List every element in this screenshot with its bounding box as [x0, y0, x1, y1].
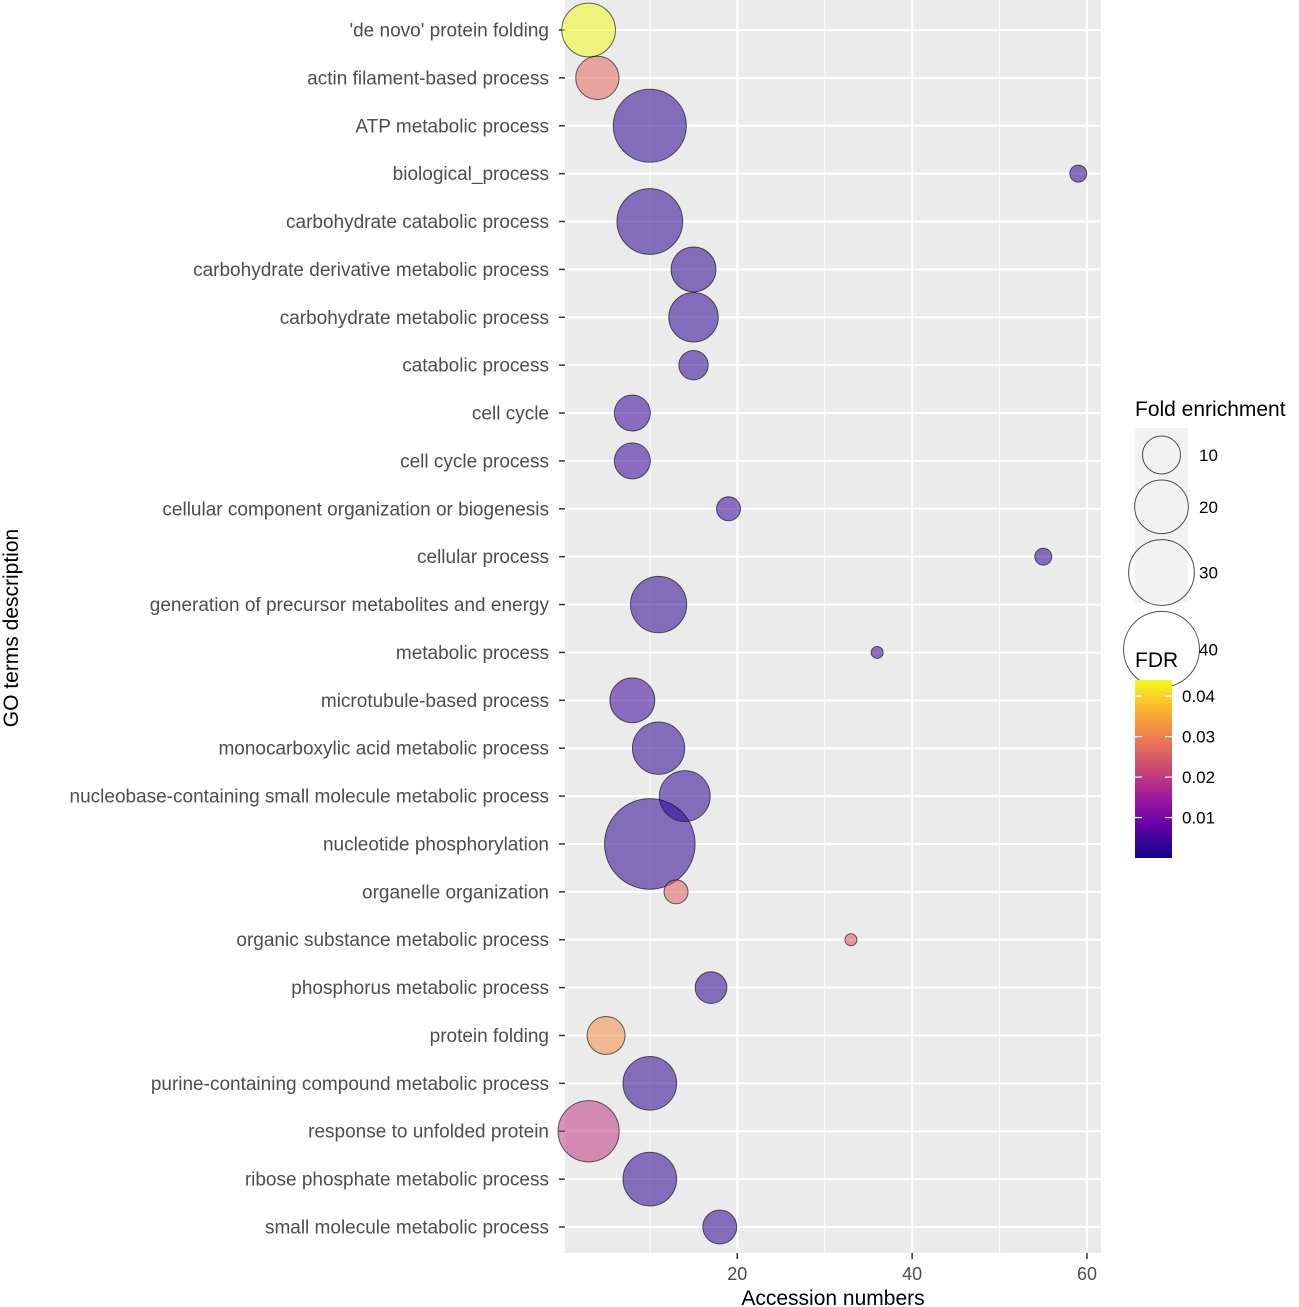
- data-point: [613, 394, 651, 432]
- colorbar-label: 0.02: [1182, 768, 1215, 787]
- size-legend-circle: [1128, 539, 1195, 606]
- y-tick-label: catabolic process: [402, 356, 549, 377]
- size-legend: Fold enrichment 10 20 30 40: [1123, 398, 1286, 688]
- data-point: [716, 496, 742, 522]
- size-legend-label: 10: [1199, 446, 1218, 465]
- y-tick-label: monocarboxylic acid metabolic process: [218, 739, 549, 760]
- data-point: [702, 1209, 738, 1245]
- y-tick-label: cellular process: [417, 547, 549, 568]
- data-point: [631, 721, 686, 775]
- y-tick-label: cell cycle: [472, 404, 549, 425]
- data-point: [678, 349, 709, 381]
- y-tick-label: 'de novo' protein folding: [349, 21, 549, 42]
- data-point: [612, 88, 687, 163]
- size-legend-label: 20: [1199, 498, 1218, 517]
- y-tick-label: cell cycle process: [400, 451, 549, 472]
- data-point: [694, 971, 728, 1004]
- x-tick-label: 20: [727, 1264, 747, 1284]
- size-legend-circle: [1142, 435, 1181, 475]
- size-legend-label: 30: [1199, 563, 1218, 582]
- y-axis-title: GO terms description: [0, 529, 23, 727]
- data-point: [561, 2, 616, 58]
- y-tick-label: ribose phosphate metabolic process: [245, 1170, 549, 1191]
- colorbar-label: 0.03: [1182, 728, 1215, 747]
- data-point: [668, 292, 719, 343]
- data-point: [613, 442, 651, 480]
- data-point: [663, 879, 689, 905]
- data-point: [670, 246, 717, 293]
- x-tick-label: 60: [1077, 1264, 1097, 1284]
- y-tick-label: metabolic process: [396, 643, 549, 664]
- y-tick-label: protein folding: [430, 1026, 549, 1047]
- data-point: [844, 933, 858, 947]
- data-point: [622, 1151, 678, 1207]
- y-tick-label: carbohydrate catabolic process: [286, 212, 549, 233]
- size-legend-circle: [1134, 479, 1189, 535]
- data-point: [586, 1016, 626, 1055]
- y-tick-label: carbohydrate derivative metabolic proces…: [193, 260, 549, 281]
- data-point: [616, 188, 684, 255]
- data-point: [622, 1056, 678, 1111]
- y-tick-label: nucleobase-containing small molecule met…: [70, 787, 549, 808]
- y-tick-label: biological_process: [393, 164, 549, 185]
- y-tick-label: organelle organization: [362, 882, 549, 903]
- data-point: [1069, 164, 1088, 183]
- data-point: [557, 1100, 620, 1163]
- y-tick-label: actin filament-based process: [307, 68, 549, 89]
- data-point: [609, 677, 656, 724]
- y-tick-label: small molecule metabolic process: [265, 1218, 549, 1239]
- colorbar-label: 0.01: [1182, 809, 1215, 828]
- x-axis-ticks: 20 40 60: [727, 1253, 1097, 1284]
- color-legend: FDR 0.01 0.02 0.03 0.04: [1135, 649, 1215, 858]
- color-legend-title: FDR: [1135, 649, 1178, 672]
- y-axis-ticks: 'de novo' protein folding actin filament-…: [70, 21, 565, 1239]
- size-legend-title: Fold enrichment: [1135, 398, 1286, 421]
- colorbar-label: 0.04: [1182, 687, 1215, 706]
- data-point: [604, 798, 696, 890]
- y-tick-label: carbohydrate metabolic process: [280, 308, 549, 329]
- fdr-colorbar: [1135, 680, 1172, 858]
- data-point: [1034, 547, 1053, 566]
- data-point: [575, 55, 620, 101]
- x-axis-title: Accession numbers: [741, 1287, 924, 1307]
- size-legend-key-background: [1135, 428, 1188, 603]
- y-tick-label: generation of precursor metabolites and …: [150, 595, 550, 616]
- size-legend-label: 40: [1199, 640, 1218, 659]
- data-point: [629, 575, 688, 634]
- x-tick-label: 40: [902, 1264, 922, 1284]
- y-tick-label: ATP metabolic process: [355, 116, 549, 137]
- y-tick-label: phosphorus metabolic process: [291, 978, 549, 999]
- data-point: [870, 645, 884, 659]
- y-tick-label: organic substance metabolic process: [236, 930, 549, 951]
- y-tick-label: nucleotide phosphorylation: [323, 834, 549, 855]
- y-tick-label: microtubule-based process: [321, 691, 549, 712]
- data-points: [557, 2, 1088, 1245]
- y-tick-label: cellular component organization or bioge…: [162, 499, 549, 520]
- y-tick-label: purine-containing compound metabolic pro…: [151, 1074, 549, 1095]
- y-tick-label: response to unfolded protein: [308, 1122, 549, 1143]
